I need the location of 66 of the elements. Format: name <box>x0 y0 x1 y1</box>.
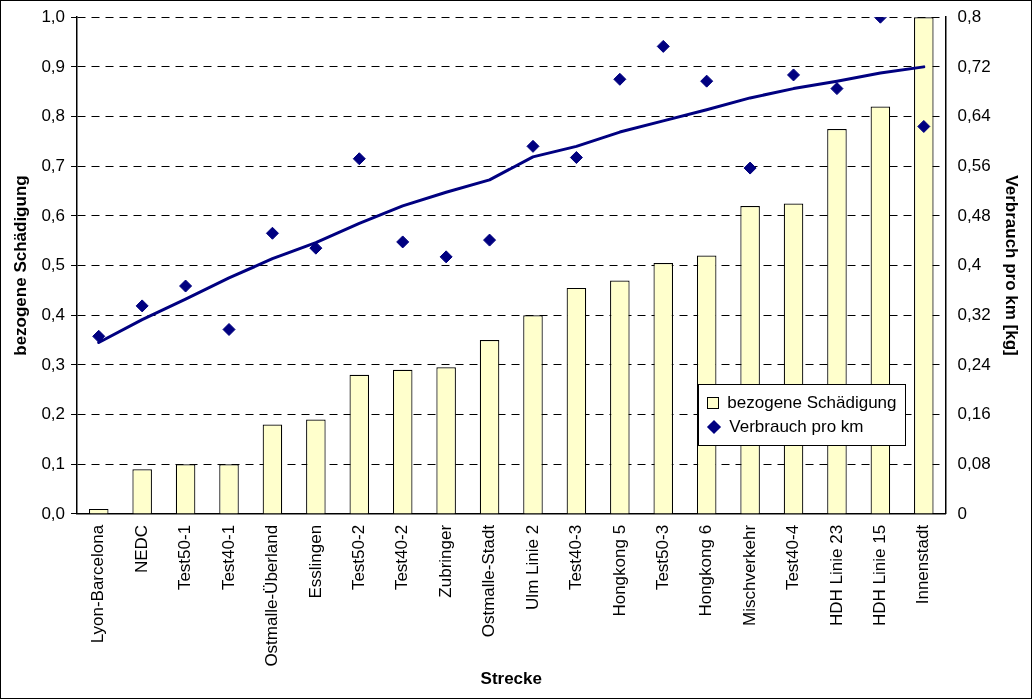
point <box>700 74 714 88</box>
x-tick-label: Ulm Linie 2 <box>522 524 542 610</box>
y2-tick-label: 0,4 <box>957 255 982 275</box>
x-axis-title: Strecke <box>480 669 542 689</box>
y2-tick-label: 0,48 <box>957 205 991 225</box>
point <box>743 161 757 175</box>
point <box>656 39 670 53</box>
x-tick-label: Test40-4 <box>783 524 803 591</box>
x-tick-label: Innenstadt <box>913 524 933 605</box>
point <box>179 279 193 293</box>
point <box>569 151 583 165</box>
x-tick-label: Test40-2 <box>392 524 412 591</box>
x-tick-label: Hongkong 5 <box>609 524 629 617</box>
y-tick-label: 0,2 <box>41 404 66 424</box>
y-axis-title: bezogene Schädigung <box>10 175 30 356</box>
y2-axis-title: Verbrauch pro km [kg] <box>1002 175 1022 356</box>
x-tick-label: Ostmalle-Überland <box>262 524 282 667</box>
y2-tick-label: 0,56 <box>957 155 991 175</box>
x-tick-label: HDH Linie 23 <box>826 524 846 626</box>
y2-tick-label: 0,32 <box>957 304 991 324</box>
x-tick-label: Lyon-Barcelona <box>88 524 108 644</box>
x-tick-label: Ostmalle-Stadt <box>479 524 499 638</box>
y-tick-label: 0,1 <box>41 453 66 473</box>
y2-tick-label: 0,16 <box>957 404 991 424</box>
point <box>265 226 279 240</box>
y-tick-label: 0,6 <box>41 205 66 225</box>
point <box>439 250 453 264</box>
y2-tick-label: 0,08 <box>957 453 991 473</box>
y2-tick-label: 0 <box>957 503 967 523</box>
point <box>830 82 844 96</box>
x-tick-label: Test40-3 <box>566 524 586 591</box>
y-tick-label: 0,5 <box>41 255 66 275</box>
x-tick-label: Test50-1 <box>175 524 195 591</box>
x-tick-label: Hongkong 6 <box>696 524 716 617</box>
y-tick-label: 0,0 <box>41 503 66 523</box>
y-tick-label: 0,4 <box>41 304 66 324</box>
x-tick-label: Zubringer <box>435 524 455 598</box>
point <box>613 72 627 86</box>
y2-tick-label: 0,8 <box>957 6 982 26</box>
point <box>917 119 931 133</box>
point <box>309 241 323 255</box>
x-tick-label: NEDC <box>131 524 151 574</box>
x-tick-label: Esslingen <box>305 524 325 599</box>
point <box>352 152 366 166</box>
legend-label: Verbrauch pro km <box>729 416 864 437</box>
x-tick-label: Mischverkehr <box>739 524 759 626</box>
y-tick-label: 0,7 <box>41 155 66 175</box>
legend-label: bezogene Schädigung <box>727 392 897 413</box>
x-tick-label: Test50-2 <box>348 524 368 591</box>
y-tick-label: 0,3 <box>41 354 66 374</box>
point <box>483 233 497 247</box>
point <box>222 322 236 336</box>
y-tick-label: 0,9 <box>41 56 66 76</box>
y2-tick-label: 0,24 <box>957 354 991 374</box>
point <box>787 68 801 82</box>
point <box>92 329 106 343</box>
point <box>135 299 149 313</box>
point <box>396 235 410 249</box>
y-tick-label: 1,0 <box>41 6 66 26</box>
x-tick-label: Test40-1 <box>218 524 238 591</box>
y2-tick-label: 0,72 <box>957 56 991 76</box>
y2-tick-label: 0,64 <box>957 106 991 126</box>
x-tick-label: HDH Linie 15 <box>870 524 890 626</box>
y-tick-label: 0,8 <box>41 106 66 126</box>
point <box>526 139 540 153</box>
x-tick-label: Test50-3 <box>652 524 672 591</box>
